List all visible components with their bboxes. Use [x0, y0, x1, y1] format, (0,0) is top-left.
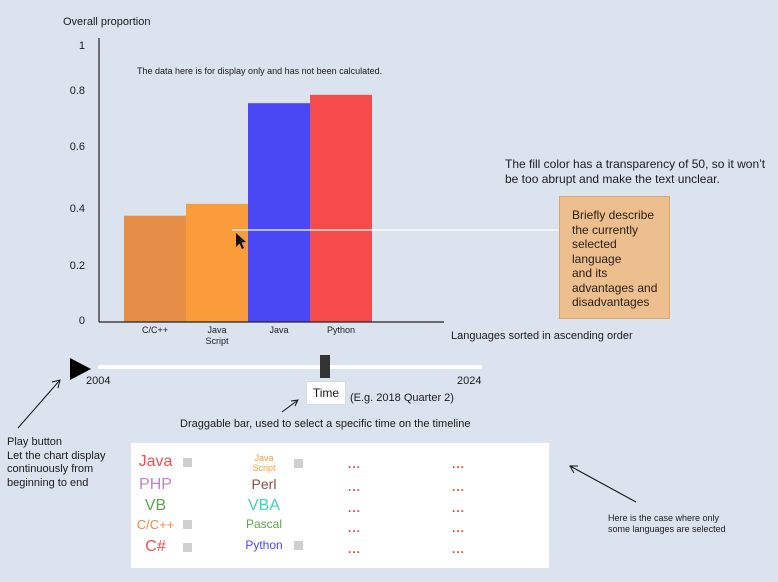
- play-button-note: Play button Let the chart display contin…: [7, 436, 137, 490]
- ellipsis-placeholder: ...: [452, 457, 466, 471]
- play-button[interactable]: [70, 358, 91, 380]
- ellipsis-placeholder: ...: [452, 480, 466, 494]
- language-option[interactable]: VB: [133, 497, 178, 515]
- language-label: VBA: [247, 497, 280, 514]
- play-button-note-body: Let the chart display continuously from …: [7, 449, 106, 489]
- play-note-arrow: [17, 379, 61, 429]
- language-checkbox[interactable]: [294, 540, 303, 550]
- language-label: PHP: [139, 476, 172, 493]
- language-checkbox[interactable]: [183, 457, 192, 467]
- language-selection-panel: Java PHP VB C/C++ C# Java Script Perl VBA Pasca…: [131, 443, 549, 568]
- language-label: VB: [144, 497, 167, 514]
- language-option[interactable]: Java Script: [239, 453, 303, 473]
- bar-cc[interactable]: [124, 215, 186, 322]
- language-label: Java Script: [252, 453, 276, 473]
- drag-note-arrow: [281, 399, 299, 413]
- y-tick-label: 0: [78, 315, 85, 327]
- selection-note-arrowhead: [569, 465, 578, 474]
- time-example: (E.g. 2018 Quarter 2): [350, 392, 454, 404]
- y-axis-label: Overall proportion: [63, 16, 151, 28]
- play-button-note-title: Play button: [7, 436, 63, 448]
- ellipsis-placeholder: ...: [348, 501, 362, 515]
- language-option[interactable]: VBA: [239, 497, 289, 515]
- language-checkbox[interactable]: [294, 458, 303, 468]
- transparency-note: The fill color has a transparency of 50,…: [505, 157, 766, 186]
- timeline-end-label: 2024: [457, 375, 482, 387]
- bar-python[interactable]: [310, 94, 372, 322]
- language-option[interactable]: Perl: [239, 476, 289, 492]
- drag-note-arrowhead: [290, 399, 299, 407]
- info-box-text: Briefly describe the currently selected …: [572, 208, 658, 309]
- bar-java[interactable]: [248, 103, 310, 322]
- y-tick-label: 0.6: [69, 141, 85, 153]
- language-checkbox[interactable]: [183, 520, 192, 529]
- language-option[interactable]: PHP: [133, 476, 178, 494]
- language-label: C/C++: [136, 517, 175, 532]
- selection-note-arrow: [569, 465, 637, 503]
- play-note-arrowhead: [51, 379, 61, 389]
- y-tick-label: 0.2: [69, 260, 85, 272]
- x-tick-label: Java: [269, 325, 289, 335]
- language-label: Python: [245, 538, 283, 552]
- timeline-track[interactable]: [98, 365, 482, 369]
- ellipsis-placeholder: ...: [348, 521, 362, 535]
- language-option[interactable]: Java: [133, 453, 192, 471]
- ellipsis-placeholder: ...: [348, 480, 362, 494]
- timeline-handle[interactable]: [320, 355, 330, 378]
- drag-bar-note: Draggable bar, used to select a specific…: [180, 418, 471, 430]
- y-tick-label: 1: [78, 40, 85, 52]
- selection-note: Here is the case where only some languag…: [608, 513, 726, 534]
- bar-group: [124, 94, 372, 322]
- language-label: Pascal: [245, 517, 283, 531]
- language-label: Perl: [251, 476, 277, 492]
- ellipsis-placeholder: ...: [452, 521, 466, 535]
- ellipsis-placeholder: ...: [452, 501, 466, 515]
- chart-note: The data here is for display only and ha…: [137, 66, 383, 76]
- language-info-box: Briefly describe the currently selected …: [559, 196, 670, 319]
- language-option[interactable]: C#: [133, 538, 192, 556]
- language-option[interactable]: Python: [239, 538, 303, 552]
- ellipsis-placeholder: ...: [348, 542, 362, 556]
- x-axis-label: Languages sorted in ascending order: [451, 330, 633, 342]
- language-checkbox[interactable]: [183, 542, 192, 552]
- cursor-icon: [236, 233, 246, 249]
- language-option[interactable]: C/C++: [133, 517, 192, 532]
- x-tick-label: C/C++: [141, 325, 168, 335]
- y-tick-label: 0.8: [69, 85, 85, 97]
- x-tick-label: Python: [326, 325, 356, 335]
- language-option[interactable]: Pascal: [239, 517, 289, 531]
- ellipsis-placeholder: ...: [348, 457, 362, 471]
- timeline-start-label: 2004: [86, 375, 111, 387]
- time-label: Time: [307, 382, 345, 404]
- language-label: C#: [145, 538, 166, 555]
- x-tick-label: Java Script: [205, 325, 229, 346]
- bar-javascript[interactable]: [186, 203, 248, 322]
- y-tick-label: 0.4: [69, 203, 85, 215]
- ellipsis-placeholder: ...: [452, 542, 466, 556]
- language-label: Java: [138, 453, 173, 470]
